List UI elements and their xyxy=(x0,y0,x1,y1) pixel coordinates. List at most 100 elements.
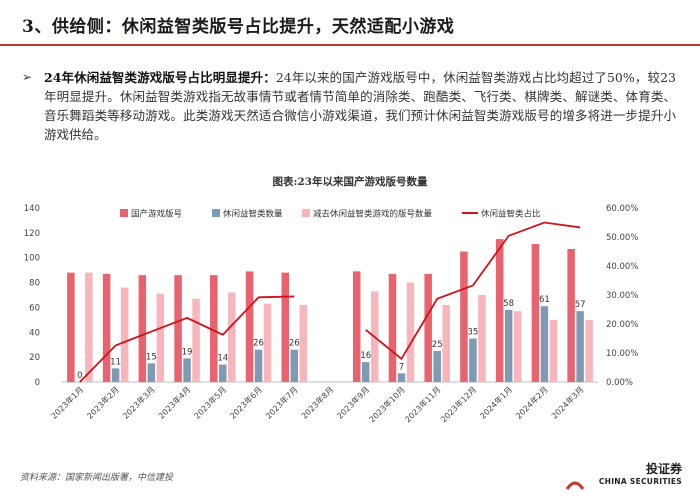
y-left-tick-label: 40 xyxy=(29,328,40,338)
legend-label: 休闲益智类数量 xyxy=(223,209,283,220)
bar-data-label: 16 xyxy=(360,351,371,361)
y-left-tick-label: 60 xyxy=(29,303,40,313)
y-right-tick-label: 60.00% xyxy=(606,204,638,214)
x-tick-label: 2023年8月 xyxy=(299,384,335,420)
x-tick-label: 2024年2月 xyxy=(513,384,549,420)
bar-data-label: 57 xyxy=(575,300,586,310)
legend-label: 国产游戏版号 xyxy=(131,209,182,220)
bar-data-label: 19 xyxy=(182,347,193,357)
bar-data-label: 14 xyxy=(217,354,228,364)
bar-non-casual xyxy=(192,298,200,382)
page-title: 3、供给侧：休闲益智类版号占比提升，天然适配小游戏 xyxy=(22,17,455,37)
brand-name-en: CHINA SECURITIES xyxy=(598,477,682,486)
combo-chart: 0204060801001201400.00%10.00%20.00%30.00… xyxy=(24,204,639,424)
bar-data-label: 0 xyxy=(77,371,82,381)
bar-total xyxy=(67,272,75,382)
bar-data-label: 35 xyxy=(468,328,479,338)
source-note: 资料来源：国家新闻出版署，中信建投 xyxy=(20,473,174,483)
bar-casual xyxy=(290,349,299,382)
bar-non-casual xyxy=(85,272,93,382)
brand-block: 投证券 CHINA SECURITIES xyxy=(599,460,682,486)
bar-casual xyxy=(254,349,263,382)
x-tick-label: 2023年4月 xyxy=(156,384,192,420)
bar-non-casual xyxy=(228,292,236,382)
bullet-arrow-icon: ➢ xyxy=(22,70,33,84)
bar-non-casual xyxy=(263,303,272,382)
y-right-tick-label: 50.00% xyxy=(606,233,638,243)
title-divider xyxy=(0,44,700,46)
bar-total xyxy=(210,275,218,382)
bar-data-label: 7 xyxy=(399,362,404,372)
bar-non-casual xyxy=(299,304,308,382)
bar-data-label: 26 xyxy=(289,339,300,349)
brand-name-cn: 投证券 xyxy=(645,462,682,476)
y-left-tick-label: 100 xyxy=(24,254,40,264)
x-tick-label: 2024年3月 xyxy=(549,384,585,420)
bar-data-label: 61 xyxy=(539,295,550,305)
bar-total xyxy=(531,244,540,382)
y-right-tick-label: 40.00% xyxy=(606,262,638,272)
bar-total xyxy=(174,275,182,382)
y-right-tick-label: 20.00% xyxy=(606,320,638,330)
bar-data-label: 11 xyxy=(110,357,121,367)
y-right-tick-label: 10.00% xyxy=(606,349,638,359)
bar-non-casual xyxy=(120,287,129,382)
bar-casual xyxy=(147,363,156,382)
bar-total xyxy=(138,275,147,382)
bar-non-casual xyxy=(406,282,415,382)
paragraph-text: 24年以来的国产游戏版号中，休闲益智类游戏占比均超过了50%，较23年明显提升。… xyxy=(44,70,676,142)
x-tick-label: 2023年2月 xyxy=(85,384,121,420)
bar-non-casual xyxy=(442,304,450,382)
bar-non-casual xyxy=(478,295,486,382)
bar-casual xyxy=(111,368,120,382)
legend-swatch xyxy=(212,209,220,217)
x-tick-label: 2023年9月 xyxy=(335,384,371,420)
bar-total xyxy=(460,251,468,382)
chart-title: 图表:23年以来国产游戏版号数量 xyxy=(272,176,428,188)
y-right-tick-label: 0.00% xyxy=(606,378,633,388)
x-tick-label: 2023年5月 xyxy=(192,384,228,420)
bar-casual xyxy=(433,350,441,382)
x-tick-label: 2024年1月 xyxy=(478,384,514,420)
bar-total xyxy=(495,239,504,382)
bar-data-label: 15 xyxy=(146,352,157,362)
ratio-line xyxy=(79,295,295,383)
bar-total xyxy=(281,272,290,382)
paragraph-lead: 24年休闲益智类游戏版号占比明显提升： xyxy=(44,70,276,85)
legend-swatch xyxy=(302,209,310,217)
x-tick-label: 2023年3月 xyxy=(120,384,156,420)
legend-label: 减去休闲益智类游戏的版号数量 xyxy=(313,209,433,220)
brand-logo-icon xyxy=(565,481,585,490)
bar-total xyxy=(424,273,432,382)
bar-casual xyxy=(219,364,227,382)
bar-non-casual xyxy=(513,311,522,382)
bar-casual xyxy=(504,309,513,382)
y-left-tick-label: 80 xyxy=(29,279,40,289)
bar-total xyxy=(388,273,397,382)
bar-data-label: 26 xyxy=(253,339,264,349)
y-left-tick-label: 0 xyxy=(35,378,40,388)
x-tick-label: 2023年12月 xyxy=(438,384,478,424)
bar-total xyxy=(245,271,254,382)
bar-data-label: 25 xyxy=(432,340,443,350)
bar-total xyxy=(567,249,575,382)
x-tick-label: 2023年11月 xyxy=(403,384,443,424)
x-tick-label: 2023年6月 xyxy=(228,384,264,420)
bar-casual xyxy=(540,306,549,382)
x-tick-label: 2023年7月 xyxy=(263,384,299,420)
bar-total xyxy=(352,271,361,382)
body-paragraph: 24年休闲益智类游戏版号占比明显提升：24年以来的国产游戏版号中，休闲益智类游戏… xyxy=(44,68,676,144)
x-tick-label: 2023年1月 xyxy=(49,384,85,420)
legend-label: 休闲益智类占比 xyxy=(481,209,541,220)
legend-swatch xyxy=(120,209,128,217)
bar-data-label: 58 xyxy=(503,299,514,309)
bar-total xyxy=(102,273,111,382)
bar-casual xyxy=(576,311,584,382)
y-right-tick-label: 30.00% xyxy=(606,291,638,301)
y-left-tick-label: 140 xyxy=(24,204,40,214)
y-left-tick-label: 120 xyxy=(24,229,40,239)
bar-non-casual xyxy=(549,319,558,382)
ratio-line xyxy=(365,221,581,361)
bar-casual xyxy=(469,338,477,382)
bar-casual xyxy=(361,362,370,382)
